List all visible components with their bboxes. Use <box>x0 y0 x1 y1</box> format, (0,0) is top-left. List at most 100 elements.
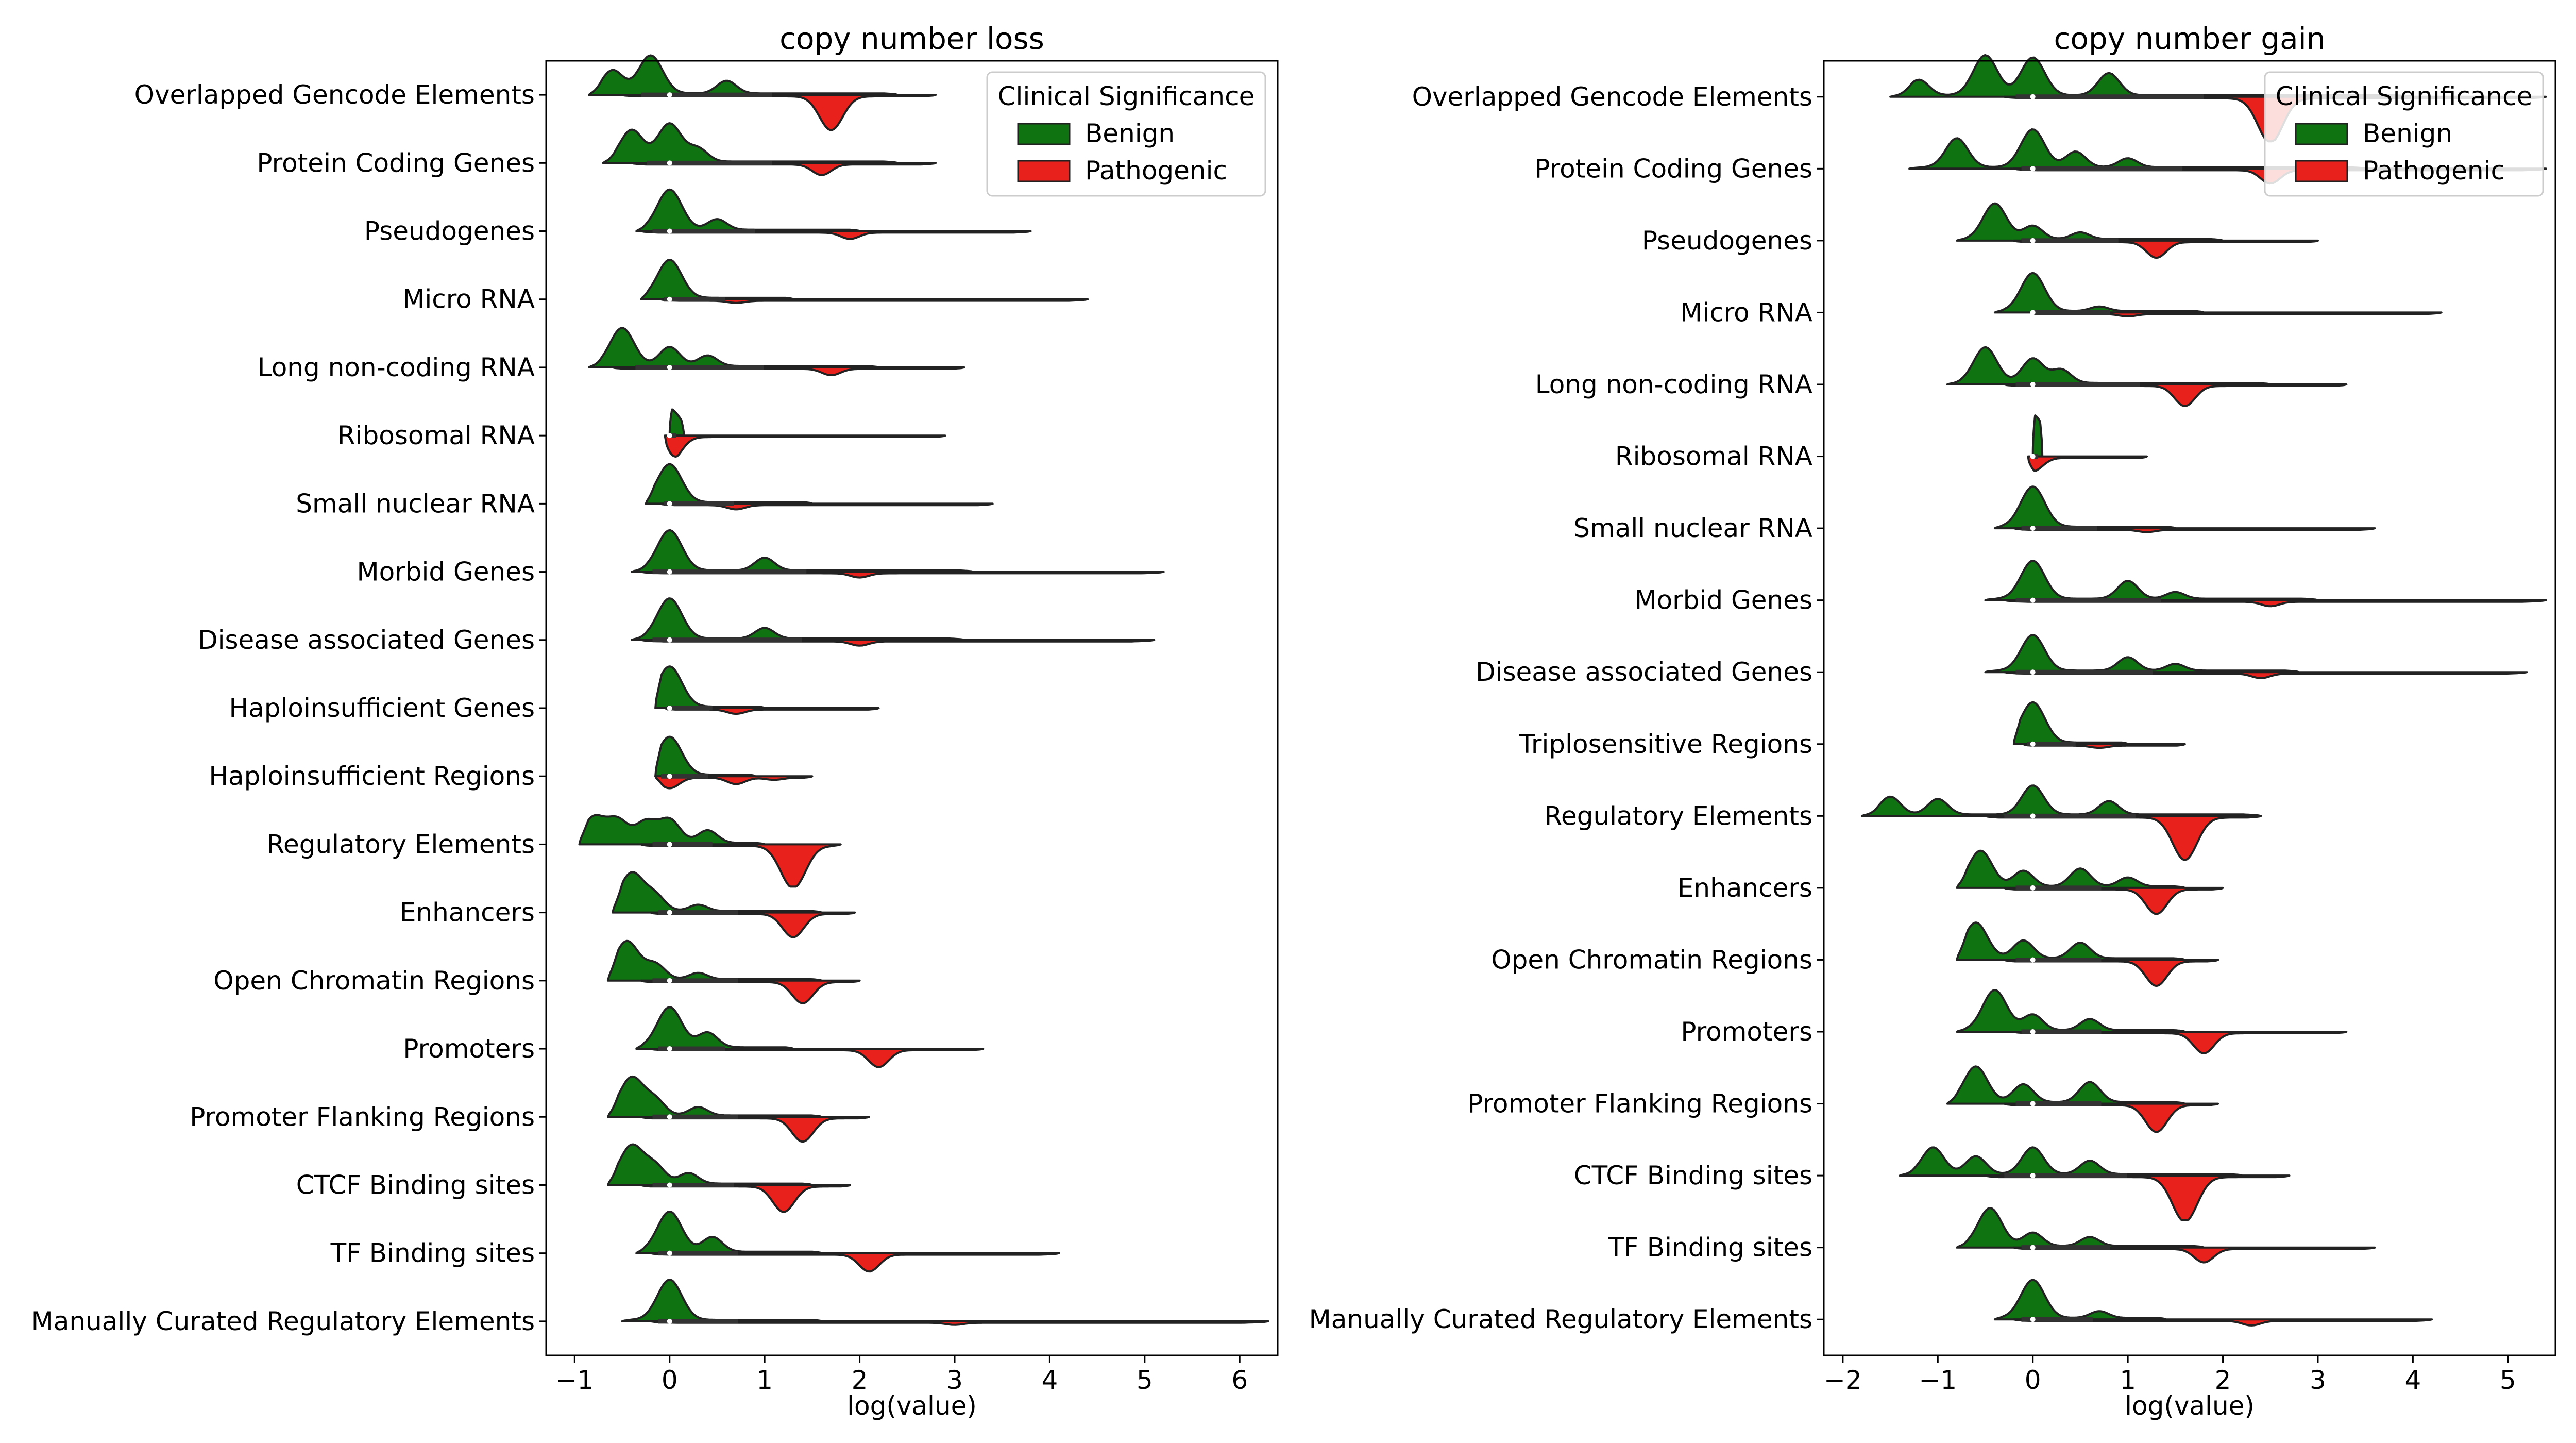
violin-benign-2 <box>635 188 861 232</box>
x-tick-label-7: 5 <box>2500 1365 2516 1395</box>
median-dot-5 <box>2030 454 2036 459</box>
legend-entry-pathogenic: Pathogenic <box>1085 156 1227 186</box>
median-dot-11 <box>667 842 672 847</box>
violin-benign-6 <box>645 463 814 505</box>
median-dot-13 <box>2030 1029 2036 1034</box>
chart-title: copy number loss <box>779 21 1044 56</box>
plot-frame <box>1823 60 2556 1356</box>
median-dot-12 <box>667 910 672 915</box>
median-dot-6 <box>2030 526 2036 531</box>
x-axis-label: log(value) <box>2125 1391 2255 1421</box>
y-tick-label-3: Micro RNA <box>1680 297 1812 327</box>
violin-pathogenic-4 <box>2003 383 2348 407</box>
violin-pathogenic-15 <box>1984 1174 2291 1221</box>
legend-swatch-benign <box>1017 123 1071 145</box>
y-tick-label-7: Morbid Genes <box>1634 585 1812 615</box>
violin-benign-16 <box>606 1143 814 1186</box>
median-dot-10 <box>667 774 672 779</box>
y-tick-label-7: Morbid Genes <box>357 557 535 587</box>
y-tick-label-2: Pseudogenes <box>1642 226 1812 256</box>
violin-pathogenic-17 <box>649 1252 1060 1273</box>
median-dot-14 <box>667 1046 672 1052</box>
y-tick-label-12: Enhancers <box>400 898 535 928</box>
median-dot-16 <box>2030 1245 2036 1250</box>
y-tick-label-13: Open Chromatin Regions <box>213 966 535 996</box>
violin-pathogenic-2 <box>2012 239 2319 259</box>
legend-entry-pathogenic: Pathogenic <box>2363 156 2505 186</box>
violin-benign-9 <box>2012 701 2129 745</box>
y-tick-label-6: Small nuclear RNA <box>296 489 535 518</box>
y-tick-label-1: Protein Coding Genes <box>1534 154 1812 183</box>
x-tick-label-4: 3 <box>946 1365 963 1395</box>
y-tick-label-4: Long non-coding RNA <box>1535 370 1812 399</box>
median-dot-9 <box>667 706 672 711</box>
violin-pathogenic-12 <box>649 911 856 938</box>
violin-benign-7 <box>631 529 975 573</box>
median-dot-1 <box>2030 166 2036 172</box>
median-dot-8 <box>2030 669 2036 675</box>
violin-benign-17 <box>1993 1279 2167 1321</box>
median-dot-2 <box>2030 238 2036 243</box>
x-tick-label-2: 1 <box>756 1365 773 1395</box>
median-dot-4 <box>667 364 672 370</box>
violin-benign-6 <box>1993 485 2177 530</box>
chart-title: copy number gain <box>2054 21 2326 56</box>
violin-pathogenic-13 <box>640 979 861 1004</box>
x-tick-label-1: −1 <box>1919 1365 1957 1395</box>
violin-benign-14 <box>635 1006 794 1050</box>
median-dot-17 <box>2030 1317 2036 1322</box>
median-dot-12 <box>2030 957 2036 963</box>
y-tick-label-8: Disease associated Genes <box>198 625 535 655</box>
x-tick-label-6: 4 <box>2404 1365 2421 1395</box>
y-tick-label-9: Haploinsufficient Genes <box>229 693 535 723</box>
y-tick-label-17: Manually Curated Regulatory Elements <box>1309 1304 1812 1334</box>
violin-benign-13 <box>606 939 823 982</box>
x-tick-label-3: 1 <box>2120 1365 2136 1395</box>
y-tick-label-11: Regulatory Elements <box>266 829 535 859</box>
median-dot-3 <box>667 296 672 302</box>
violin-benign-9 <box>654 665 766 709</box>
y-tick-label-0: Overlapped Gencode Elements <box>134 80 535 110</box>
violin-benign-11 <box>1956 849 2186 889</box>
x-tick-label-4: 2 <box>2215 1365 2231 1395</box>
violins <box>1860 54 2547 1327</box>
violin-pathogenic-16 <box>640 1184 852 1213</box>
y-tick-label-13: Promoters <box>1681 1017 1812 1047</box>
violin-benign-5 <box>2031 414 2044 458</box>
panel-copy-number-gain: copy number gain log(value) Clinical Sig… <box>1309 21 2556 1421</box>
violin-pathogenic-13 <box>2012 1031 2348 1054</box>
violin-benign-1 <box>602 122 899 164</box>
y-tick-label-0: Overlapped Gencode Elements <box>1412 82 1812 112</box>
violin-benign-10 <box>1860 784 2262 817</box>
y-tick-label-4: Long non-coding RNA <box>258 353 535 382</box>
violin-benign-7 <box>1984 560 2319 601</box>
legend-title: Clinical Significance <box>998 81 1255 111</box>
y-tick-label-2: Pseudogenes <box>364 216 535 246</box>
median-dot-15 <box>2030 1173 2036 1179</box>
violin-pathogenic-18 <box>649 1320 1269 1326</box>
violin-benign-2 <box>1956 202 2224 242</box>
violin-benign-16 <box>1956 1207 2205 1249</box>
median-dot-10 <box>2030 813 2036 819</box>
x-tick-label-0: −2 <box>1824 1365 1862 1395</box>
legend-entry-benign: Benign <box>1085 119 1175 148</box>
median-dot-11 <box>2030 885 2036 891</box>
violin-benign-15 <box>606 1075 823 1118</box>
y-tick-label-6: Small nuclear RNA <box>1573 513 1812 543</box>
violin-benign-3 <box>640 259 794 300</box>
legend: Clinical Significance Benign Pathogenic <box>2264 71 2544 197</box>
violin-benign-4 <box>588 327 880 368</box>
median-dot-3 <box>2030 310 2036 315</box>
median-dot-0 <box>667 92 672 98</box>
y-tick-label-8: Disease associated Genes <box>1476 657 1812 687</box>
median-dot-16 <box>667 1182 672 1188</box>
median-dot-14 <box>2030 1101 2036 1106</box>
median-dot-1 <box>667 160 672 166</box>
violin-benign-5 <box>668 408 685 437</box>
violin-pathogenic-14 <box>2003 1102 2219 1133</box>
x-tick-label-2: 0 <box>2025 1365 2041 1395</box>
violin-benign-8 <box>1984 634 2300 674</box>
violin-pathogenic-12 <box>2003 959 2219 987</box>
y-tick-label-5: Ribosomal RNA <box>1615 442 1812 472</box>
median-dot-4 <box>2030 382 2036 387</box>
